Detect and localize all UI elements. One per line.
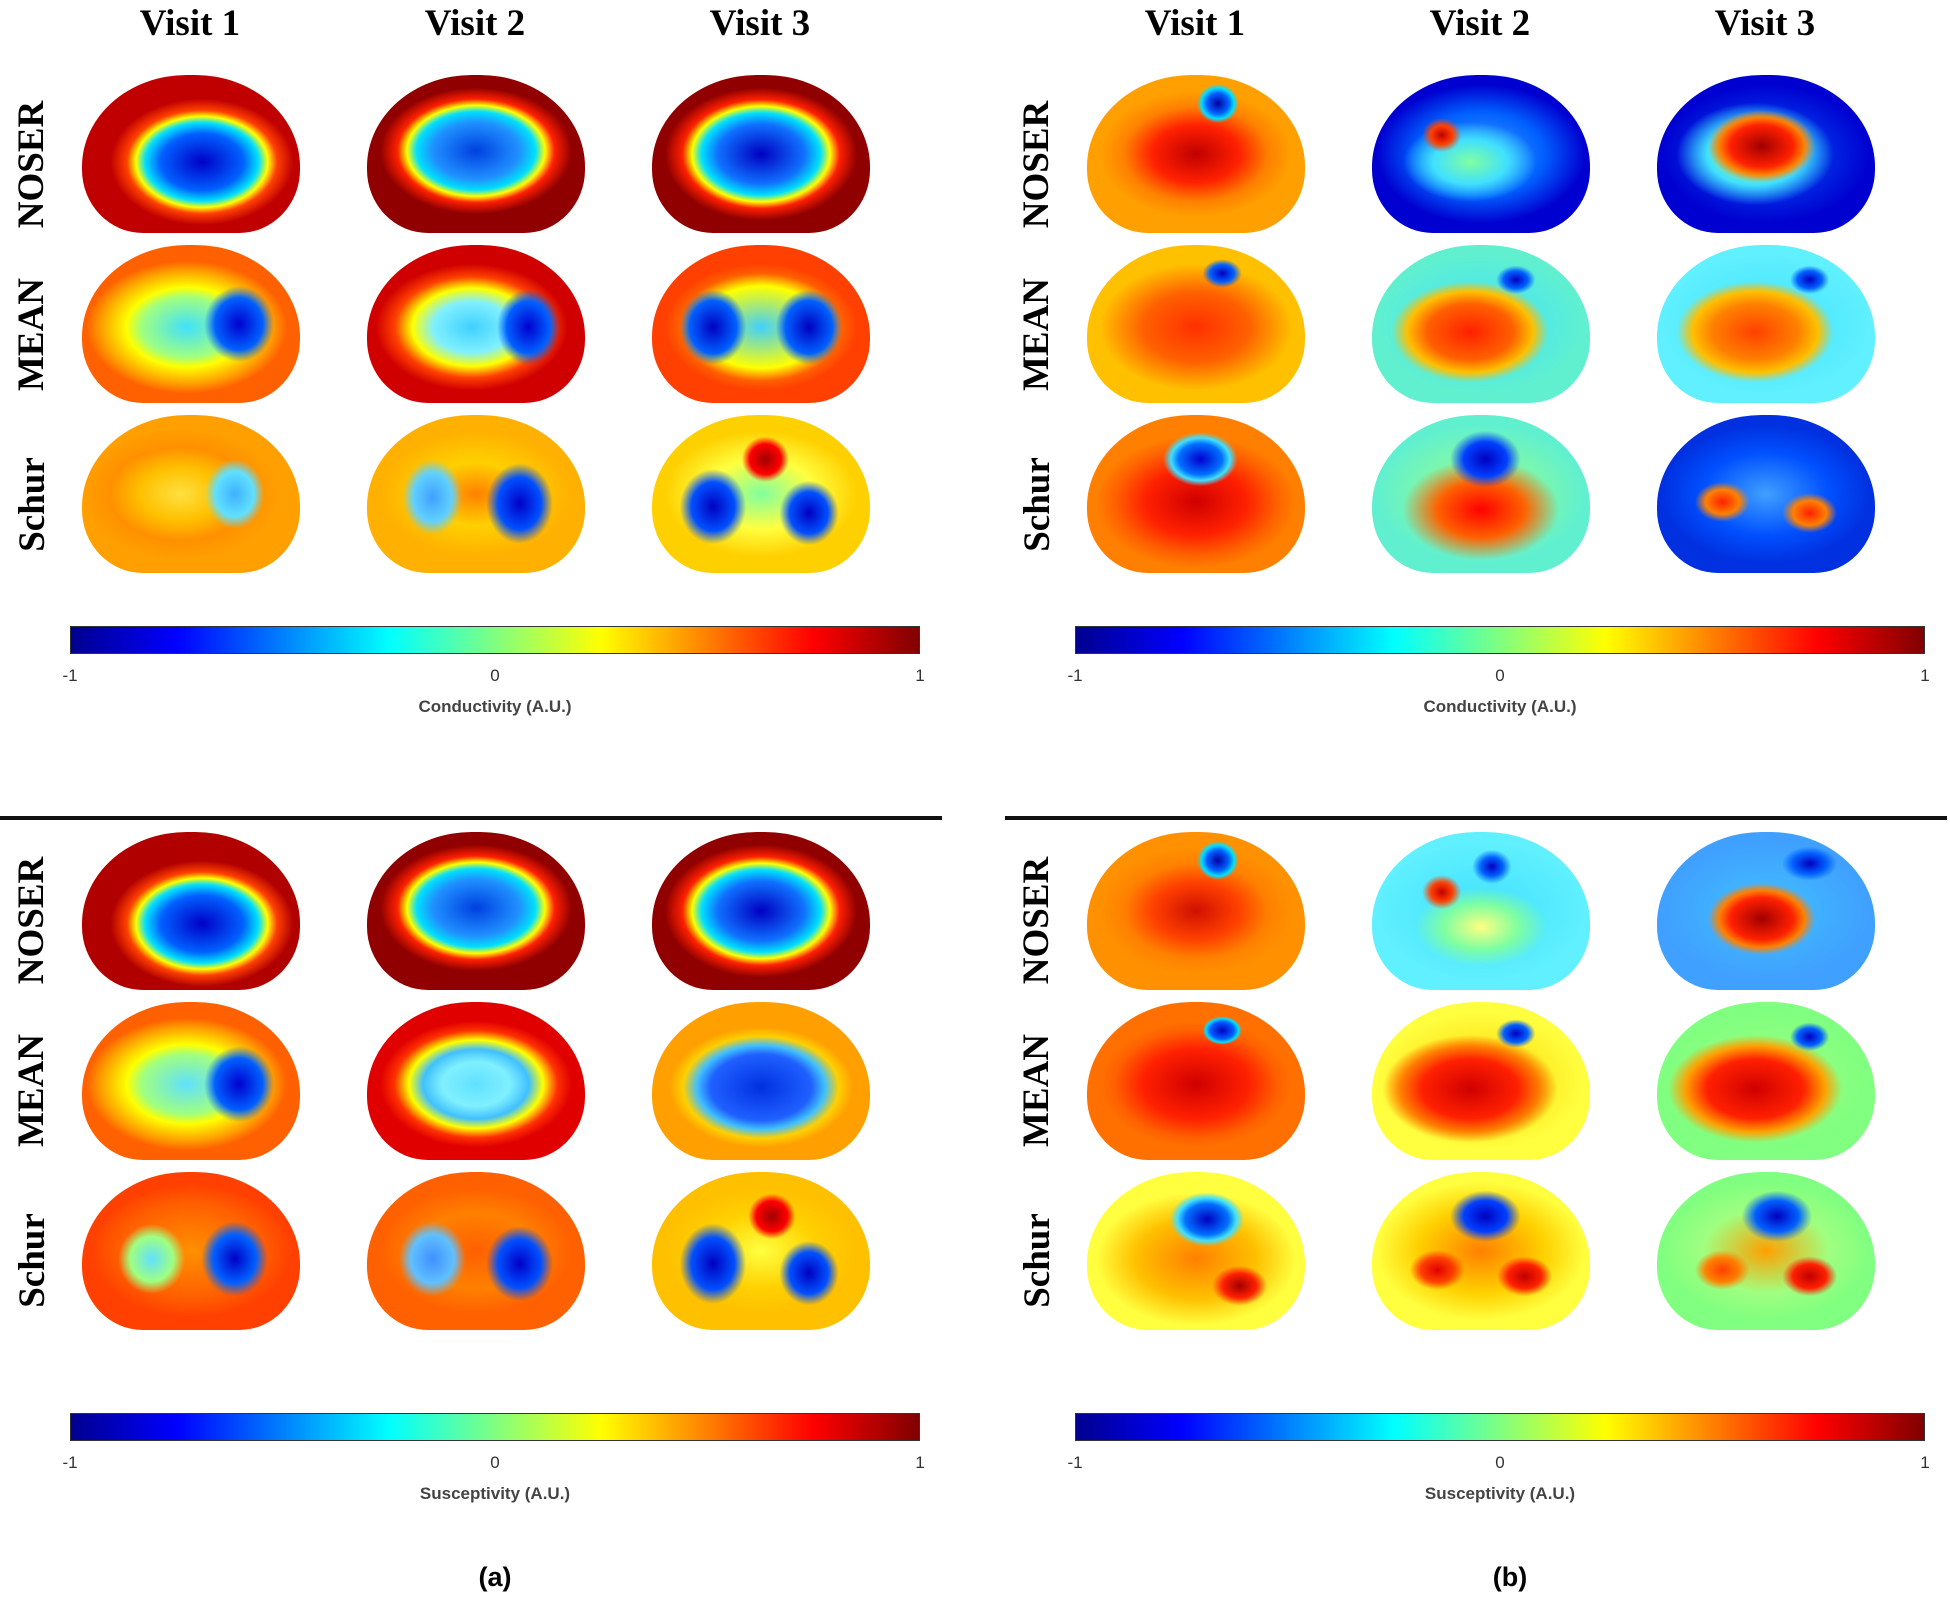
tick-max: 1 [915,666,925,685]
tick-max: 1 [1920,1453,1930,1472]
colorbar-label-conductivity: Conductivity (A.U.) [1423,697,1577,716]
colorbar-susceptivity-b [1075,1413,1925,1441]
row-label-noser: NOSER [1016,856,1058,984]
image-a-conductivity-mean-visit-3 [652,245,870,403]
image-a-conductivity-mean-visit-2 [367,245,585,403]
image-b-susceptivity-schur-visit-2 [1372,1172,1590,1330]
image-a-conductivity-noser-visit-3 [652,75,870,233]
image-b-conductivity-schur-visit-1 [1087,415,1305,573]
image-b-susceptivity-schur-visit-3 [1657,1172,1875,1330]
image-a-conductivity-noser-visit-1 [82,75,300,233]
image-b-susceptivity-noser-visit-3 [1657,832,1875,990]
image-b-conductivity-schur-visit-2 [1372,415,1590,573]
column-header-visit-2: Visit 2 [424,3,526,44]
row-label-mean: MEAN [11,277,53,391]
tick-max: 1 [1920,666,1930,685]
image-b-susceptivity-schur-visit-1 [1087,1172,1305,1330]
image-a-conductivity-schur-visit-3 [652,415,870,573]
panel-label-b: (b) [1492,1562,1528,1592]
image-b-conductivity-mean-visit-2 [1372,245,1590,403]
colorbar-label-conductivity: Conductivity (A.U.) [418,697,572,716]
panel-a: Visit 1 Visit 2 Visit 3 NOSER MEAN Schur… [0,0,960,1601]
image-a-susceptivity-noser-visit-3 [652,832,870,990]
image-b-conductivity-noser-visit-3 [1657,75,1875,233]
image-b-susceptivity-mean-visit-3 [1657,1002,1875,1160]
row-label-mean: MEAN [1016,277,1058,391]
colorbar-label-susceptivity: Susceptivity (A.U.) [1424,1484,1576,1503]
divider [1005,816,1947,820]
colorbar-label-susceptivity: Susceptivity (A.U.) [419,1484,571,1503]
image-b-conductivity-mean-visit-3 [1657,245,1875,403]
tick-mid: 0 [1495,1453,1505,1472]
tick-min: -1 [1067,1453,1083,1472]
image-a-conductivity-schur-visit-1 [82,415,300,573]
image-b-conductivity-mean-visit-1 [1087,245,1305,403]
column-header-visit-2: Visit 2 [1429,3,1531,44]
tick-min: -1 [62,1453,78,1472]
tick-mid: 0 [490,666,500,685]
panel-b: Visit 1 Visit 2 Visit 3 NOSER MEAN Schur… [1005,0,1950,1601]
column-header-visit-3: Visit 3 [709,3,811,44]
panel-label-a: (a) [478,1562,512,1592]
tick-mid: 0 [1495,666,1505,685]
colorbar-conductivity-b [1075,626,1925,654]
image-b-susceptivity-noser-visit-2 [1372,832,1590,990]
image-b-conductivity-schur-visit-3 [1657,415,1875,573]
column-header-visit-3: Visit 3 [1714,3,1816,44]
image-a-conductivity-schur-visit-2 [367,415,585,573]
image-a-conductivity-mean-visit-1 [82,245,300,403]
image-a-susceptivity-mean-visit-2 [367,1002,585,1160]
row-label-schur: Schur [11,456,53,552]
image-a-susceptivity-noser-visit-2 [367,832,585,990]
colorbar-conductivity-a [70,626,920,654]
image-a-susceptivity-schur-visit-2 [367,1172,585,1330]
image-a-susceptivity-schur-visit-3 [652,1172,870,1330]
divider [0,816,942,820]
image-b-susceptivity-mean-visit-1 [1087,1002,1305,1160]
row-label-schur: Schur [1016,1212,1058,1308]
image-a-conductivity-noser-visit-2 [367,75,585,233]
tick-mid: 0 [490,1453,500,1472]
image-a-susceptivity-mean-visit-3 [652,1002,870,1160]
row-label-noser: NOSER [1016,100,1058,228]
row-label-noser: NOSER [11,856,53,984]
image-a-susceptivity-noser-visit-1 [82,832,300,990]
column-header-visit-1: Visit 1 [1144,3,1246,44]
image-b-conductivity-noser-visit-1 [1087,75,1305,233]
colorbar-susceptivity-a [70,1413,920,1441]
column-header-visit-1: Visit 1 [139,3,241,44]
image-a-susceptivity-schur-visit-1 [82,1172,300,1330]
image-a-susceptivity-mean-visit-1 [82,1002,300,1160]
image-b-susceptivity-noser-visit-1 [1087,832,1305,990]
row-label-mean: MEAN [1016,1033,1058,1147]
row-label-schur: Schur [11,1212,53,1308]
row-label-mean: MEAN [11,1033,53,1147]
row-label-noser: NOSER [11,100,53,228]
row-label-schur: Schur [1016,456,1058,552]
image-b-susceptivity-mean-visit-2 [1372,1002,1590,1160]
tick-min: -1 [1067,666,1083,685]
image-b-conductivity-noser-visit-2 [1372,75,1590,233]
tick-max: 1 [915,1453,925,1472]
tick-min: -1 [62,666,78,685]
